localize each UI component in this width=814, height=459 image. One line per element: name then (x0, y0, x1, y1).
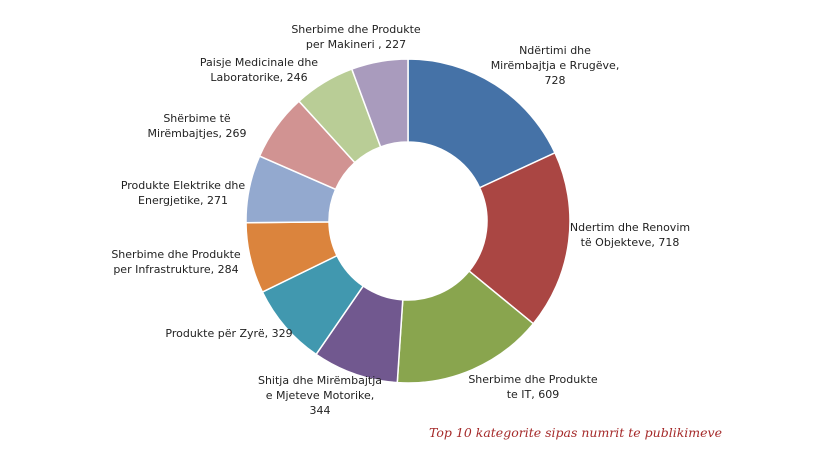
slice-label-4: Shitja dhe Mirëmbajtja e Mjeteve Motorike… (258, 374, 382, 417)
donut-slice-1 (407, 58, 556, 189)
slice-label-1: Ndërtimi dhe Mirëmbajtja e Rrugëve, 728 (491, 44, 620, 87)
slice-label-10: Sherbime dhe Produkte per Makineri , 227 (291, 23, 421, 51)
slice-label-3: Sherbime dhe Produkte te IT, 609 (468, 373, 598, 401)
slice-label-6: Sherbime dhe Produkte per Infrastrukture,… (111, 248, 241, 276)
slice-label-9: Paisje Medicinale dhe Laboratorike, 246 (200, 56, 318, 84)
donut-slice-10 (350, 58, 409, 148)
slice-label-7: Produkte Elektrike dhe Energjetike, 271 (121, 179, 246, 207)
chart-caption: Top 10 kategorite sipas numrit te publik… (429, 425, 722, 440)
donut-slice-2 (468, 151, 571, 325)
slice-label-5: Produkte për Zyrë, 329 (165, 327, 292, 340)
slice-label-2: Ndertim dhe Renovim të Objekteve, 718 (570, 221, 690, 249)
slice-label-8: Shërbime të Mirëmbajtjes, 269 (148, 112, 247, 140)
